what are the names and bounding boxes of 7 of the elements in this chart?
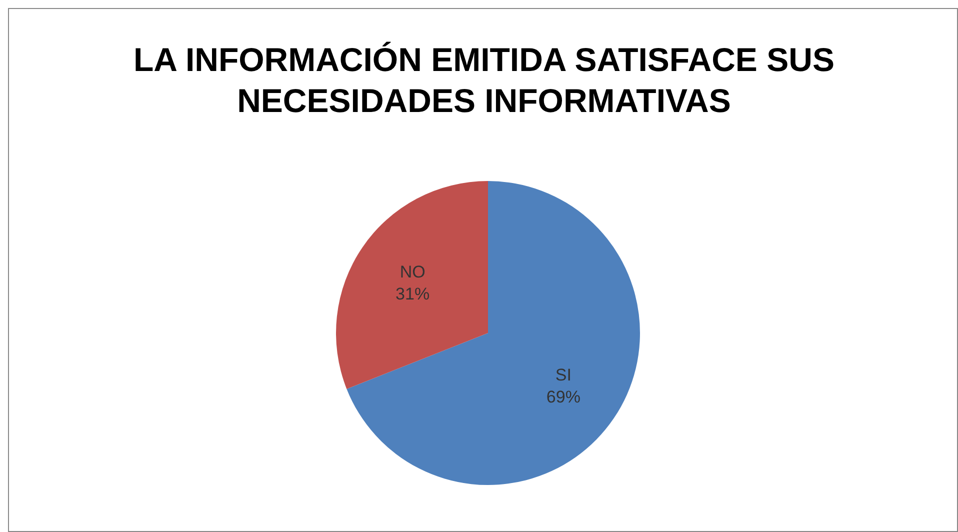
pie-slice [336,181,488,389]
data-label: 31% [396,284,430,304]
chart-title: LA INFORMACIÓN EMITIDA SATISFACE SUS NECESIDADES INFORMATIVAS [132,40,836,121]
slice-label: SI [555,365,572,384]
data-label: 69% [546,387,580,406]
pie-slice [346,181,640,485]
slice-label: NO [400,262,426,282]
